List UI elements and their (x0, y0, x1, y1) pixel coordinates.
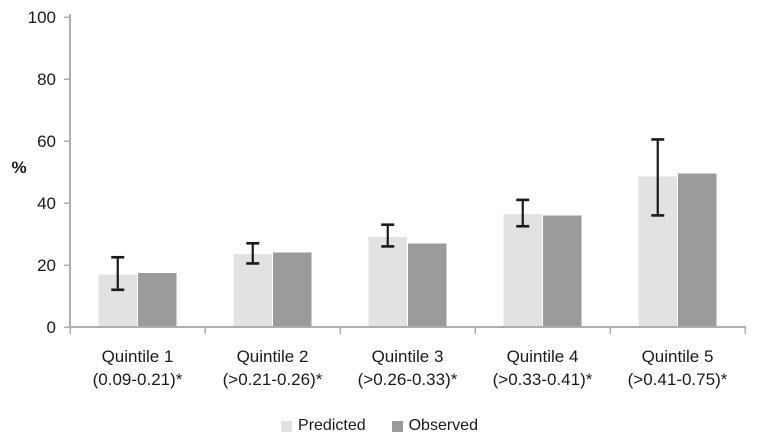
y-axis-title: % (11, 158, 27, 177)
y-tick-label: 20 (37, 256, 56, 275)
bar-predicted-q2 (233, 254, 272, 327)
legend-swatch-predicted (281, 420, 293, 432)
x-category-label-line1: Quintile 3 (372, 347, 444, 366)
bar-observed-q4 (543, 215, 582, 327)
legend-label-observed: Observed (408, 417, 478, 434)
x-category-label-line2: (>0.41-0.75)* (628, 370, 728, 389)
legend-label-predicted: Predicted (298, 417, 366, 434)
x-category-label-line2: (>0.26-0.33)* (358, 370, 458, 389)
bar-observed-q5 (678, 173, 717, 327)
x-category-label-line1: Quintile 4 (507, 347, 579, 366)
y-tick-label: 80 (37, 70, 56, 89)
legend: Predicted Observed (0, 413, 759, 439)
bar-observed-q2 (273, 252, 312, 327)
x-category-label-line2: (>0.33-0.41)* (493, 370, 593, 389)
y-tick-label: 100 (28, 8, 56, 27)
y-tick-label: 0 (47, 318, 56, 337)
x-category-label-line1: Quintile 1 (102, 347, 174, 366)
legend-swatch-observed (391, 420, 403, 432)
x-category-label-line2: (0.09-0.21)* (93, 370, 183, 389)
x-category-label-line2: (>0.21-0.26)* (223, 370, 323, 389)
x-category-label-line1: Quintile 2 (237, 347, 309, 366)
y-tick-label: 40 (37, 194, 56, 213)
bar-observed-q3 (408, 243, 447, 327)
bar-observed-q1 (138, 272, 177, 328)
legend-item-predicted: Predicted (281, 417, 366, 435)
y-tick-label: 60 (37, 132, 56, 151)
legend-item-observed: Observed (391, 417, 478, 435)
bar-predicted-q3 (368, 237, 407, 327)
bar-predicted-q4 (503, 213, 542, 327)
x-category-label-line1: Quintile 5 (642, 347, 714, 366)
